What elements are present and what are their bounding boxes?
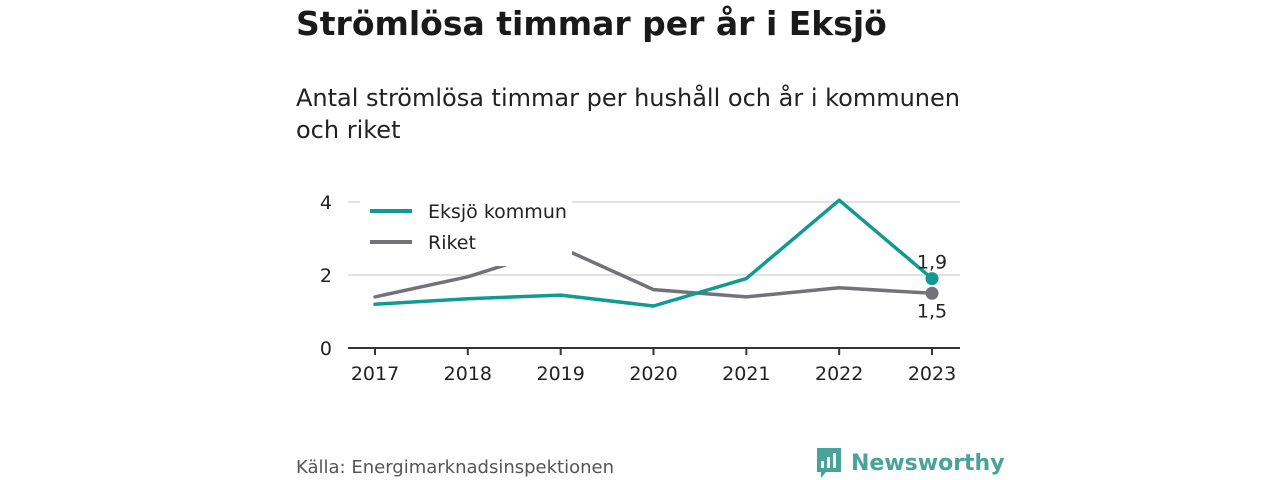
series-line-riket bbox=[373, 245, 934, 299]
chart-title: Strömlösa timmar per år i Eksjö bbox=[296, 4, 887, 43]
x-tick-label: 2018 bbox=[444, 363, 492, 385]
line-chart: 0 2 4 2017 2018 2019 2020 2021 2022 2023 Eksjö kom… bbox=[320, 190, 960, 385]
end-point-marker bbox=[925, 286, 939, 300]
brand-logo: Newsworthy bbox=[815, 446, 1005, 480]
legend-label: Eksjö kommun bbox=[428, 201, 567, 223]
end-value-label: 1,5 bbox=[917, 300, 947, 322]
x-tick-label: 2019 bbox=[536, 363, 584, 385]
newsworthy-logo-icon bbox=[817, 448, 841, 478]
x-tick-label: 2023 bbox=[908, 363, 956, 385]
legend-background bbox=[360, 190, 572, 266]
end-point-marker bbox=[925, 272, 939, 286]
chart-subtitle: Antal strömlösa timmar per hushåll och å… bbox=[296, 84, 960, 144]
brand-name: Newsworthy bbox=[851, 450, 1005, 476]
source-note: Källa: Energimarknadsinspektionen bbox=[296, 457, 615, 478]
legend-label: Riket bbox=[428, 232, 476, 254]
end-value-label: 1,9 bbox=[917, 252, 947, 274]
y-tick-label: 0 bbox=[320, 338, 332, 360]
series-line-eksj-kommun bbox=[373, 198, 934, 308]
y-tick-label: 4 bbox=[320, 192, 332, 214]
x-tick-label: 2020 bbox=[629, 363, 677, 385]
x-tick-label: 2022 bbox=[815, 363, 863, 385]
y-tick-label: 2 bbox=[320, 265, 332, 287]
x-tick-label: 2021 bbox=[722, 363, 770, 385]
x-tick-label: 2017 bbox=[351, 363, 399, 385]
